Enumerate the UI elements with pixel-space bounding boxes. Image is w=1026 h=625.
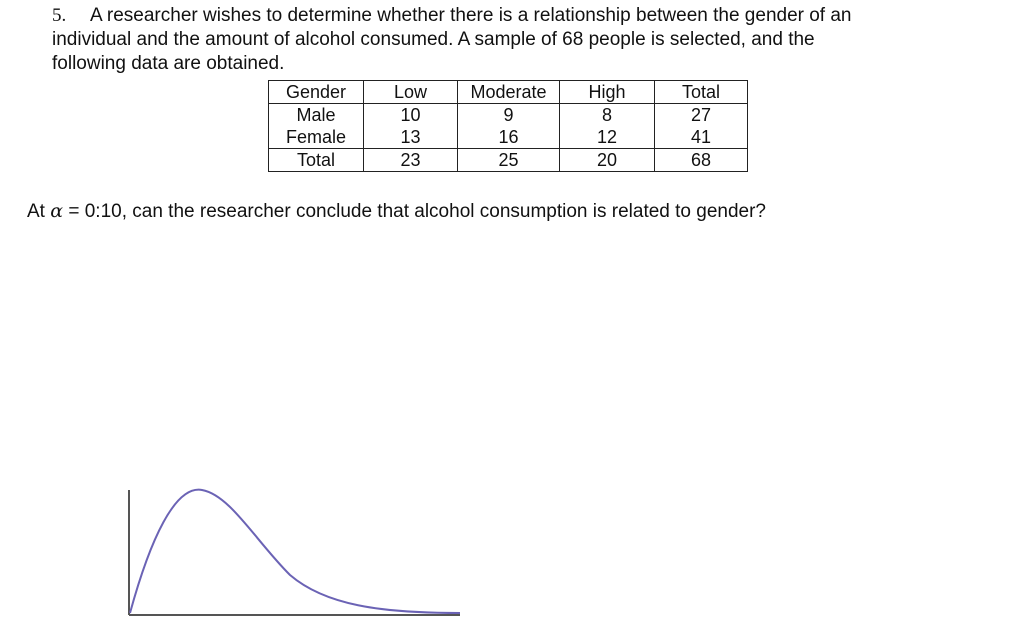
header-total: Total (654, 80, 748, 104)
table-row: Female 13 16 12 41 (268, 126, 748, 149)
table-cell: 8 (559, 103, 655, 126)
problem-number: 5. (52, 5, 67, 26)
header-moderate: Moderate (457, 80, 560, 104)
table-header-row: Gender Low Moderate High Total (268, 80, 748, 104)
table-cell: 68 (654, 148, 748, 172)
alpha-symbol: α (50, 200, 64, 222)
table-cell: 9 (457, 103, 560, 126)
problem-line-1: 5. A researcher wishes to determine wheth… (52, 4, 992, 28)
table-cell: 41 (654, 126, 748, 149)
distribution-curve (129, 488, 461, 614)
table-cell: 16 (457, 126, 560, 149)
problem-statement: 5. A researcher wishes to determine wheth… (52, 4, 992, 76)
header-high: High (559, 80, 655, 104)
question-suffix: = 0:10, can the researcher conclude that… (63, 201, 766, 222)
distribution-graph (128, 488, 461, 616)
table-cell: 10 (363, 103, 458, 126)
table-cell: 20 (559, 148, 655, 172)
chi-square-curve-figure (120, 480, 470, 620)
question-prefix: At (27, 201, 51, 222)
question-text: At α = 0:10, can the researcher conclude… (27, 199, 766, 224)
problem-text-line-3: following data are obtained. (52, 53, 285, 74)
contingency-table: Gender Low Moderate High Total Male 10 9… (268, 80, 748, 172)
table-cell: Male (268, 103, 364, 126)
table-cell: 13 (363, 126, 458, 149)
table-total-row: Total 23 25 20 68 (268, 148, 748, 172)
problem-text-line-1: A researcher wishes to determine whether… (90, 5, 852, 26)
table-cell: 12 (559, 126, 655, 149)
table-cell: 25 (457, 148, 560, 172)
header-gender: Gender (268, 80, 364, 104)
header-low: Low (363, 80, 458, 104)
table-cell: 27 (654, 103, 748, 126)
table-cell: Female (268, 126, 364, 149)
problem-text-line-2: individual and the amount of alcohol con… (52, 29, 815, 50)
table-row: Male 10 9 8 27 (268, 103, 748, 126)
table-cell: 23 (363, 148, 458, 172)
table-cell: Total (268, 148, 364, 172)
